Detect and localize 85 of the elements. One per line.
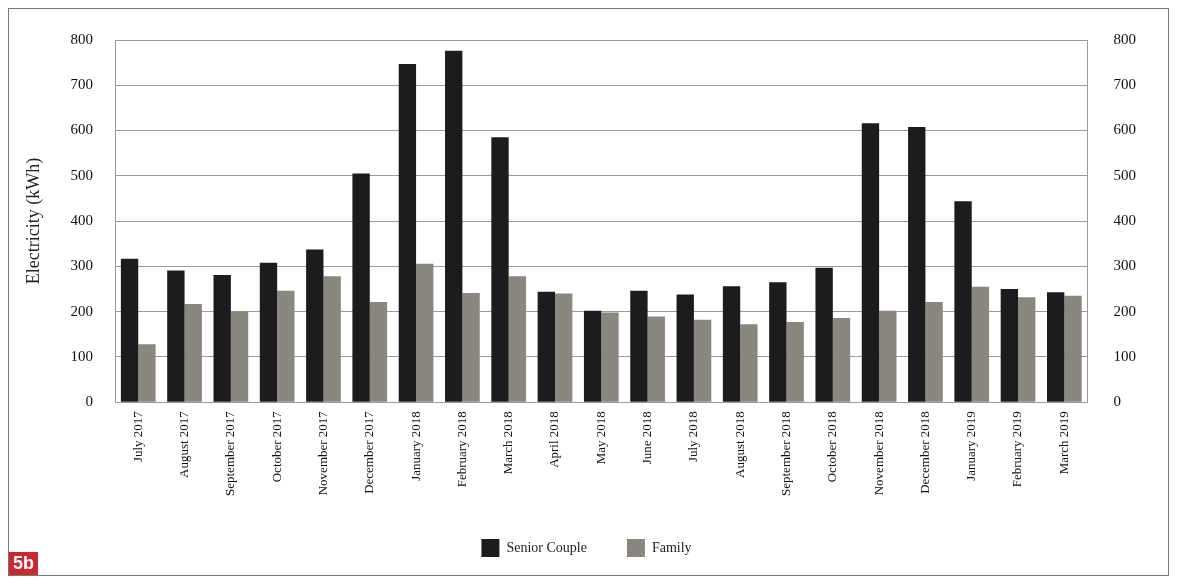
- y2-tick-label: 500: [1113, 166, 1136, 183]
- bar: [925, 302, 943, 402]
- bar: [323, 276, 341, 402]
- bar: [1000, 288, 1019, 402]
- y2-tick-label: 800: [1113, 30, 1136, 47]
- x-tick-label: March 2018: [500, 411, 516, 475]
- x-tick-label: September 2018: [777, 411, 793, 496]
- bar: [277, 290, 295, 402]
- bar: [630, 290, 648, 402]
- bar: [398, 63, 417, 402]
- x-tick-label: June 2018: [639, 411, 655, 465]
- bar: [184, 303, 202, 402]
- x-tick-label: July 2017: [129, 410, 145, 463]
- x-tick-label: September 2017: [222, 410, 238, 496]
- y2-tick-label: 700: [1113, 76, 1136, 93]
- y2-tick-label: 0: [1113, 393, 1121, 410]
- bar: [138, 344, 156, 402]
- bar: [306, 249, 324, 402]
- x-tick-label: March 2019: [1055, 411, 1071, 475]
- bar: [416, 263, 434, 402]
- bar: [1064, 295, 1082, 402]
- bar: [445, 50, 463, 402]
- x-tick-label: April 2018: [546, 411, 562, 468]
- y2-tick-label: 100: [1113, 347, 1136, 364]
- x-tick-label: January 2018: [407, 411, 423, 481]
- bar: [555, 293, 573, 402]
- x-tick-label: July 2018: [685, 411, 701, 463]
- x-tick-label: December 2018: [916, 411, 932, 494]
- bar: [879, 310, 897, 402]
- bar: [908, 126, 926, 402]
- bar: [740, 324, 758, 402]
- legend-label: Senior Couple: [506, 539, 587, 555]
- bar: [601, 312, 619, 402]
- bar: [832, 317, 851, 402]
- y-tick-label: 700: [70, 76, 94, 93]
- y-tick-label: 400: [70, 212, 94, 229]
- bar: [352, 173, 370, 402]
- x-tick-label: August 2018: [731, 411, 747, 478]
- bar: [786, 322, 804, 402]
- bar: [462, 293, 480, 402]
- bar: [508, 276, 527, 402]
- bar: [259, 262, 278, 402]
- bar: [213, 274, 231, 402]
- y-axis-title: Electricity (kWh): [22, 157, 44, 285]
- bar: [769, 282, 787, 402]
- y-tick-label: 100: [70, 347, 94, 364]
- x-tick-label: November 2018: [870, 411, 886, 496]
- x-tick-label: November 2017: [314, 410, 330, 496]
- bar: [722, 286, 741, 402]
- legend-label: Family: [651, 539, 692, 555]
- y-tick-label: 300: [70, 257, 94, 274]
- y-tick-label: 500: [70, 166, 94, 183]
- bar: [1018, 297, 1036, 402]
- bar: [537, 291, 555, 402]
- bar: [369, 302, 388, 402]
- bar: [693, 319, 712, 402]
- x-tick-label: May 2018: [592, 411, 608, 465]
- y2-tick-label: 400: [1113, 212, 1136, 229]
- bar: [230, 311, 249, 402]
- bar: [815, 267, 833, 402]
- bar: [1046, 292, 1065, 402]
- bar: [954, 201, 972, 402]
- x-tick-label: February 2019: [1009, 411, 1025, 488]
- y2-tick-label: 200: [1113, 302, 1136, 319]
- bar: [167, 270, 185, 402]
- y-tick-label: 200: [70, 302, 94, 319]
- text: 5b: [9, 552, 39, 575]
- x-tick-label: December 2017: [361, 410, 377, 494]
- x-tick-label: January 2019: [963, 411, 979, 481]
- bar: [861, 123, 880, 402]
- y-tick-label: 800: [70, 30, 94, 47]
- y-tick-label: 0: [85, 393, 94, 410]
- x-tick-label: February 2018: [453, 411, 469, 488]
- bar: [971, 286, 990, 402]
- bar: [583, 310, 602, 402]
- y2-tick-label: 300: [1113, 257, 1136, 274]
- bar: [120, 258, 139, 402]
- bar: [647, 316, 665, 402]
- y2-tick-label: 600: [1113, 121, 1136, 138]
- x-tick-label: August 2017: [175, 410, 191, 478]
- y-tick-label: 600: [70, 121, 94, 138]
- bar: [491, 137, 509, 402]
- x-tick-label: October 2017: [268, 410, 284, 483]
- x-tick-label: October 2018: [824, 411, 840, 483]
- bar: [676, 294, 694, 402]
